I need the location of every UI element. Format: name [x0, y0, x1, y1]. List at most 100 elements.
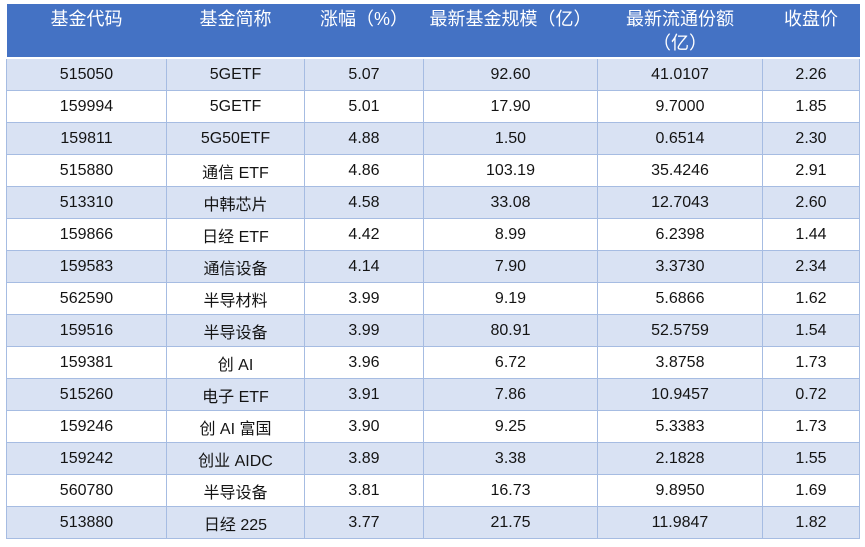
cell-fund-size: 103.19: [423, 154, 598, 187]
cell-name: 通信 ETF: [166, 154, 305, 187]
table-row: 159811 5G50ETF 4.88 1.50 0.6514 2.30: [6, 122, 860, 155]
table-row: 515260 电子 ETF 3.91 7.86 10.9457 0.72: [6, 378, 860, 411]
cell-name: 创 AI: [166, 346, 305, 379]
cell-circulating-shares: 3.8758: [597, 346, 763, 379]
table-row: 159994 5GETF 5.01 17.90 9.7000 1.85: [6, 90, 860, 123]
cell-close-price: 2.30: [762, 122, 860, 155]
cell-change-pct: 3.90: [304, 410, 424, 443]
header-label: 最新流通份额: [626, 9, 734, 29]
cell-circulating-shares: 35.4246: [597, 154, 763, 187]
cell-change-pct: 3.99: [304, 282, 424, 315]
table-row: 560780 半导设备 3.81 16.73 9.8950 1.69: [6, 474, 860, 507]
table-row: 159242 创业 AIDC 3.89 3.38 2.1828 1.55: [6, 442, 860, 475]
table-row: 159381 创 AI 3.96 6.72 3.8758 1.73: [6, 346, 860, 379]
cell-fund-size: 16.73: [423, 474, 598, 507]
cell-fund-size: 92.60: [423, 57, 598, 91]
header-row: 基金代码 基金简称 涨幅（%） 最新基金规模（亿） 最新流通份额 （: [6, 4, 860, 59]
cell-circulating-shares: 12.7043: [597, 186, 763, 219]
cell-circulating-shares: 9.8950: [597, 474, 763, 507]
cell-code: 159246: [6, 410, 167, 443]
cell-change-pct: 3.89: [304, 442, 424, 475]
header-close-price: 收盘价: [762, 4, 860, 59]
cell-close-price: 0.72: [762, 378, 860, 411]
table-row: 159516 半导设备 3.99 80.91 52.5759 1.54: [6, 314, 860, 347]
cell-change-pct: 4.58: [304, 186, 424, 219]
header-fund-name: 基金简称: [166, 4, 305, 59]
header-circulating-shares: 最新流通份额 （亿）: [597, 4, 763, 59]
cell-fund-size: 7.86: [423, 378, 598, 411]
cell-fund-size: 17.90: [423, 90, 598, 123]
cell-code: 159866: [6, 218, 167, 251]
cell-fund-size: 21.75: [423, 506, 598, 539]
table-row: 562590 半导材料 3.99 9.19 5.6866 1.62: [6, 282, 860, 315]
cell-code: 513880: [6, 506, 167, 539]
table-row: 159246 创 AI 富国 3.90 9.25 5.3383 1.73: [6, 410, 860, 443]
cell-circulating-shares: 11.9847: [597, 506, 763, 539]
cell-code: 560780: [6, 474, 167, 507]
cell-name: 电子 ETF: [166, 378, 305, 411]
cell-change-pct: 3.96: [304, 346, 424, 379]
cell-change-pct: 3.91: [304, 378, 424, 411]
cell-code: 159242: [6, 442, 167, 475]
cell-close-price: 2.60: [762, 186, 860, 219]
cell-change-pct: 4.86: [304, 154, 424, 187]
cell-code: 513310: [6, 186, 167, 219]
cell-name: 5GETF: [166, 90, 305, 123]
cell-circulating-shares: 0.6514: [597, 122, 763, 155]
table-row: 159866 日经 ETF 4.42 8.99 6.2398 1.44: [6, 218, 860, 251]
cell-close-price: 1.55: [762, 442, 860, 475]
cell-code: 562590: [6, 282, 167, 315]
cell-circulating-shares: 10.9457: [597, 378, 763, 411]
cell-name: 通信设备: [166, 250, 305, 283]
table-row: 159583 通信设备 4.14 7.90 3.3730 2.34: [6, 250, 860, 283]
cell-name: 5G50ETF: [166, 122, 305, 155]
cell-fund-size: 6.72: [423, 346, 598, 379]
cell-code: 159811: [6, 122, 167, 155]
cell-close-price: 1.44: [762, 218, 860, 251]
header-fund-size: 最新基金规模（亿）: [423, 4, 598, 59]
cell-close-price: 2.26: [762, 57, 860, 91]
cell-name: 半导设备: [166, 474, 305, 507]
cell-change-pct: 4.42: [304, 218, 424, 251]
cell-change-pct: 3.77: [304, 506, 424, 539]
cell-close-price: 1.69: [762, 474, 860, 507]
cell-circulating-shares: 9.7000: [597, 90, 763, 123]
cell-change-pct: 3.99: [304, 314, 424, 347]
cell-circulating-shares: 6.2398: [597, 218, 763, 251]
cell-fund-size: 1.50: [423, 122, 598, 155]
cell-code: 159516: [6, 314, 167, 347]
cell-change-pct: 5.01: [304, 90, 424, 123]
cell-close-price: 1.73: [762, 346, 860, 379]
cell-change-pct: 4.14: [304, 250, 424, 283]
cell-circulating-shares: 52.5759: [597, 314, 763, 347]
cell-code: 159583: [6, 250, 167, 283]
table-row: 515050 5GETF 5.07 92.60 41.0107 2.26: [6, 57, 860, 91]
cell-change-pct: 5.07: [304, 57, 424, 91]
header-label-line2: （亿）: [653, 33, 707, 53]
cell-name: 日经 225: [166, 506, 305, 539]
header-label: 涨幅（%）: [319, 9, 408, 29]
table-row: 515880 通信 ETF 4.86 103.19 35.4246 2.91: [6, 154, 860, 187]
table-body: 515050 5GETF 5.07 92.60 41.0107 2.26 159994 5GE…: [6, 57, 860, 539]
header-fund-code: 基金代码: [6, 4, 167, 59]
cell-close-price: 1.82: [762, 506, 860, 539]
cell-name: 5GETF: [166, 57, 305, 91]
cell-fund-size: 7.90: [423, 250, 598, 283]
cell-circulating-shares: 5.6866: [597, 282, 763, 315]
cell-fund-size: 8.99: [423, 218, 598, 251]
cell-change-pct: 3.81: [304, 474, 424, 507]
cell-fund-size: 80.91: [423, 314, 598, 347]
cell-code: 515260: [6, 378, 167, 411]
cell-code: 515050: [6, 57, 167, 91]
cell-fund-size: 9.25: [423, 410, 598, 443]
cell-close-price: 2.34: [762, 250, 860, 283]
table-row: 513310 中韩芯片 4.58 33.08 12.7043 2.60: [6, 186, 860, 219]
header-label: 收盘价: [784, 9, 838, 29]
cell-change-pct: 4.88: [304, 122, 424, 155]
cell-name: 半导材料: [166, 282, 305, 315]
header-label: 最新基金规模（亿）: [429, 9, 592, 29]
cell-name: 中韩芯片: [166, 186, 305, 219]
cell-close-price: 1.73: [762, 410, 860, 443]
cell-fund-size: 3.38: [423, 442, 598, 475]
